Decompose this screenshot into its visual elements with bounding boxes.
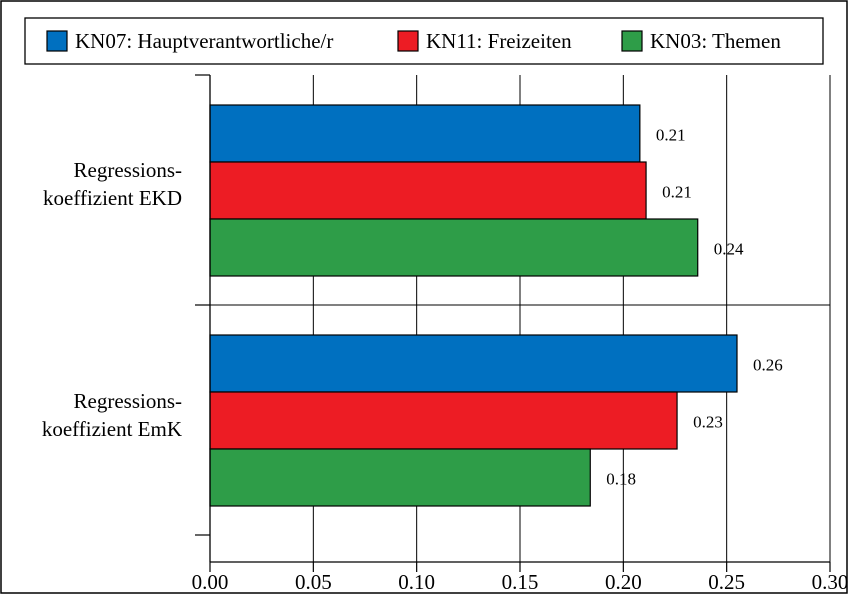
- data-label: 0.18: [606, 470, 636, 489]
- bars: 0.21 0.21 0.24 0.26 0.23 0.18: [209, 104, 783, 507]
- category-label: Regressions-koeffizient EmK: [42, 389, 182, 441]
- category-label: Regressions-koeffizient EKD: [43, 158, 182, 210]
- data-label: 0.21: [662, 183, 692, 202]
- data-label: 0.23: [693, 413, 723, 432]
- bar: [209, 334, 738, 393]
- x-tick-label: 0.30: [812, 570, 848, 594]
- legend-swatch: [397, 30, 419, 52]
- data-label: 0.21: [656, 126, 686, 145]
- x-tick-label: 0.20: [605, 570, 642, 594]
- bar: [209, 448, 591, 507]
- x-tick-label: 0.10: [398, 570, 435, 594]
- data-label: 0.24: [714, 240, 744, 259]
- bar: [209, 391, 678, 450]
- legend-swatch: [621, 30, 643, 52]
- bar: [209, 161, 647, 220]
- data-label: 0.26: [753, 356, 783, 375]
- legend-label: KN07: Hauptverantwortliche/r: [75, 29, 333, 53]
- legend: KN07: Hauptverantwortliche/r KN11: Freize…: [24, 17, 824, 65]
- legend-swatch: [46, 30, 68, 52]
- x-tick-label: 0.15: [502, 570, 539, 594]
- x-tick-label: 0.00: [192, 570, 229, 594]
- legend-label: KN11: Freizeiten: [426, 29, 572, 53]
- x-tick-label: 0.25: [708, 570, 745, 594]
- legend-label: KN03: Themen: [650, 29, 781, 53]
- bar: [209, 218, 699, 277]
- bar: [209, 104, 641, 163]
- axes: 0.00 0.05 0.10 0.15 0.20 0.25 0.30 Regressions-…: [42, 74, 848, 594]
- legend-box: [24, 17, 824, 65]
- x-tick-label: 0.05: [295, 570, 332, 594]
